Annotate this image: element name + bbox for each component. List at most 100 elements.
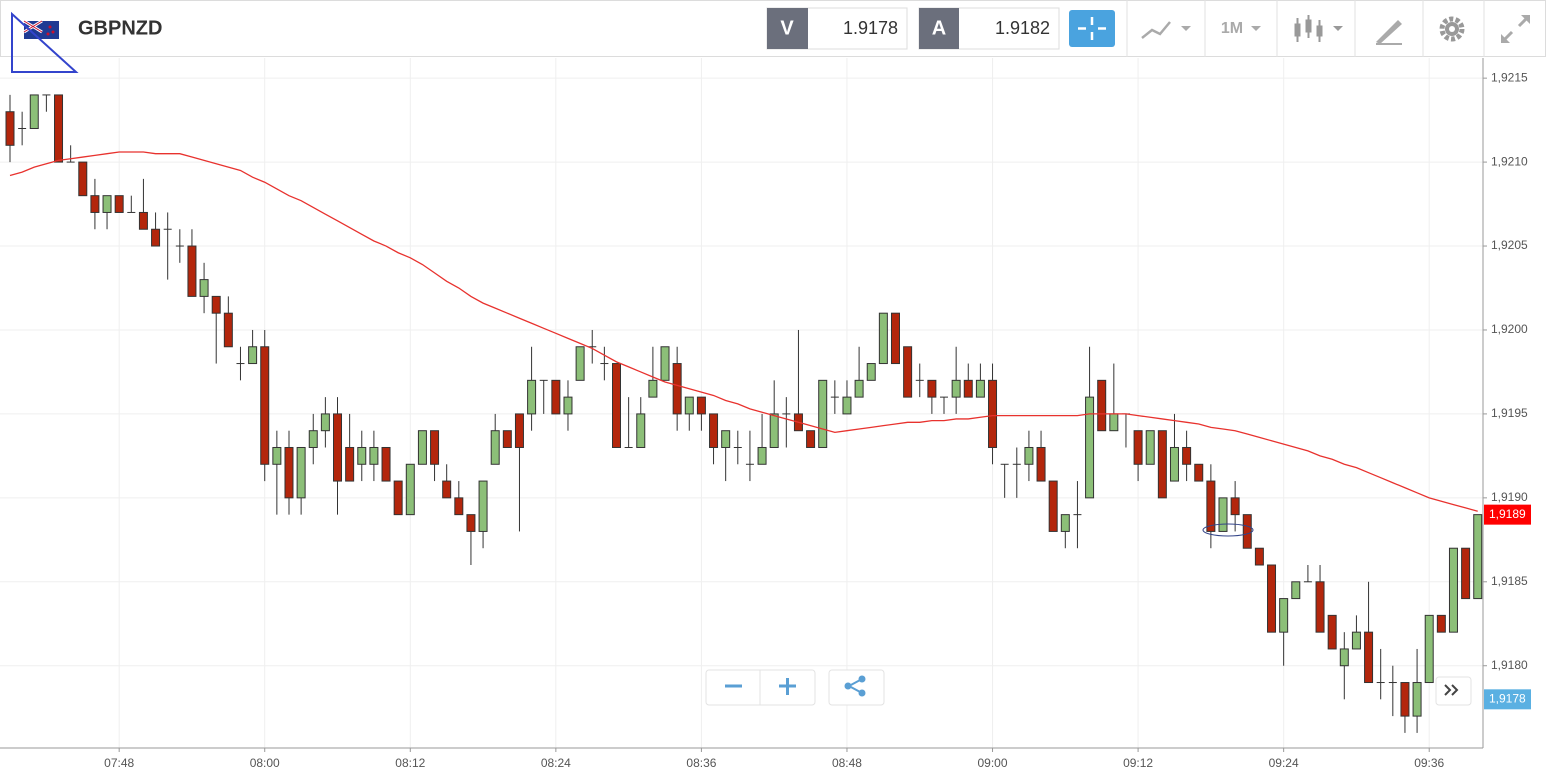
candle-body [1169,446,1179,482]
candle-body [357,446,367,465]
candle-body [187,245,197,297]
candle-body [769,413,779,448]
x-tick-label: 07:48 [104,756,134,770]
sell-button[interactable]: V 1.9178 [766,7,908,50]
candle-body [1267,564,1277,633]
candle-body [1448,547,1458,633]
candle-body [211,295,221,314]
x-tick-label: 08:12 [395,756,425,770]
candle-body [260,346,270,465]
candle-body [757,446,767,465]
candle-body [1206,480,1216,532]
drawing-button[interactable] [1376,20,1402,45]
candle-body [90,195,100,213]
x-tick-label: 09:36 [1414,756,1444,770]
x-tick-label: 08:48 [832,756,862,770]
candle-body [975,379,985,398]
candle-body [1024,446,1034,465]
candle-body [1060,514,1070,532]
buy-button[interactable]: A 1.9182 [918,7,1060,50]
price-tag [1484,689,1531,710]
candle-body [320,413,330,432]
candle-body [951,379,961,398]
candle-body [721,430,731,448]
fullscreen-button[interactable] [1501,15,1530,43]
settings-button[interactable] [1439,16,1465,42]
y-tick-label: 1,9200 [1491,322,1528,336]
candle-body [1157,430,1167,499]
candle-body [405,463,415,516]
candle-body [1291,581,1301,600]
candle-body [1400,682,1410,717]
candle-body [927,379,937,398]
candle-body [1182,446,1192,465]
y-tick-label: 1,9195 [1491,406,1528,420]
scroll-right-button[interactable] [1435,676,1472,706]
share-button[interactable] [828,669,885,706]
candle-body [29,94,39,130]
candle-body [308,430,318,448]
candle-body [1364,631,1374,684]
x-tick-label: 08:00 [250,756,280,770]
x-tick-label: 09:12 [1123,756,1153,770]
moving-average [9,151,1478,512]
candle-body [114,195,124,213]
plot: 1,9180 1,9185 1,9190 1,9195 1,9200 1,9205 1,92… [0,58,1531,770]
candle-body [684,396,694,415]
candle-body [709,413,719,448]
candle-body [102,195,112,213]
candle-body [1145,430,1155,465]
candle-body [466,514,476,532]
zoom-controls [705,669,816,706]
candle-body [575,346,585,381]
candle-body [1036,446,1046,482]
candle-body [1327,614,1337,650]
candle-body [963,379,973,398]
candle-body [527,379,537,415]
candle-body [1461,547,1471,600]
candle-body [988,379,998,448]
candle-body [199,279,209,297]
candle-body [1315,581,1325,633]
candle-body [806,430,816,448]
candle-style-button[interactable] [1294,15,1343,42]
candle-body [284,446,294,499]
zoom-in-button[interactable] [779,678,796,695]
candle-body [151,228,161,247]
y-tick-label: 1,9180 [1491,658,1528,672]
candle-body [854,379,864,398]
candle-body [272,446,282,465]
candle-body [417,430,427,465]
candle-body [612,363,621,448]
candle-body [1230,497,1240,516]
candle-body [890,312,900,365]
candle-body [696,396,706,415]
candle-body [1194,463,1204,482]
candle-body [502,430,512,448]
buy-label: A [932,17,946,39]
price-tag-label: 1,9178 [1489,691,1526,705]
candle-body [223,312,233,348]
flag [23,19,59,39]
crosshair-button[interactable] [1069,10,1115,47]
candle-body [818,379,828,448]
timeframe-button[interactable]: 1M [1221,20,1261,37]
chart-type-button[interactable] [1141,21,1191,39]
candle-body [1412,682,1422,717]
x-tick-label: 08:24 [541,756,571,770]
sell-price: 1.9178 [843,18,898,38]
y-tick-label: 1,9205 [1491,238,1528,252]
candle-body [1339,648,1349,667]
candle-body [333,413,343,482]
candle-body [1097,379,1107,432]
symbol: GBPNZD [78,17,162,39]
candle-body [1242,514,1252,549]
y-tick-label: 1,9215 [1491,70,1528,84]
candle-body [551,379,561,415]
y-tick-label: 1,9190 [1491,490,1528,504]
candle-body [442,480,452,499]
x-tick-label: 09:24 [1269,756,1299,770]
candle-body [660,346,670,381]
